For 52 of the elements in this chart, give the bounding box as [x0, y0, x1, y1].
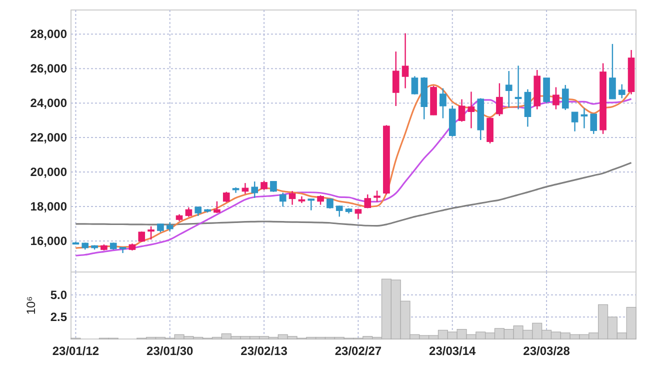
- candlestick: [288, 190, 296, 206]
- y-tick-label: 22,000: [30, 130, 68, 145]
- candlestick: [571, 111, 578, 132]
- candlestick: [392, 50, 400, 107]
- candlestick: [374, 190, 380, 202]
- candlestick: [468, 91, 475, 129]
- candlestick: [251, 180, 258, 198]
- candlestick: [260, 180, 268, 191]
- candlestick: [185, 206, 192, 218]
- candlestick: [505, 70, 512, 108]
- candlestick: [514, 65, 522, 110]
- candlestick: [486, 116, 494, 144]
- candlestick: [326, 198, 334, 210]
- candlestick: [618, 84, 626, 99]
- x-tick-label: 23/02/13: [240, 344, 288, 358]
- candlestick: [222, 191, 230, 203]
- candlestick: [270, 180, 277, 192]
- candlestick: [148, 226, 154, 240]
- candlestick: [590, 113, 598, 135]
- y-tick-label: 18,000: [30, 200, 68, 214]
- candlestick: [609, 43, 616, 100]
- candlestick: [242, 182, 249, 195]
- candlestick: [543, 77, 550, 104]
- candlestick: [411, 76, 418, 96]
- x-tick-label: 23/03/14: [429, 344, 476, 358]
- y-tick-label: 20,000: [30, 165, 68, 180]
- y-tick-label: 5.0: [50, 288, 68, 302]
- candlestick: [552, 86, 560, 110]
- candlestick: [440, 88, 446, 119]
- candlestick: [458, 98, 466, 122]
- x-tick-label: 23/03/28: [523, 344, 570, 358]
- candlestick: [580, 108, 588, 129]
- y-tick-label: 2.5: [50, 310, 68, 324]
- y-axis-title: 10⁶: [24, 296, 38, 315]
- candlestick: [364, 194, 372, 209]
- x-tick-label: 23/02/27: [334, 344, 382, 358]
- candlestick: [354, 208, 362, 220]
- y-tick-label: 28,000: [30, 27, 68, 42]
- y-tick-label: 16,000: [30, 234, 68, 248]
- x-tick-label: 23/01/30: [146, 344, 194, 358]
- candlestick: [279, 192, 286, 208]
- y-tick-label: 24,000: [30, 96, 68, 110]
- candlestick: [308, 198, 315, 211]
- x-tick-label: 23/01/12: [52, 344, 100, 358]
- candlestick: [214, 200, 220, 214]
- candlestick: [496, 82, 503, 117]
- candlestick: [562, 84, 569, 111]
- y-tick-label: 26,000: [30, 62, 68, 76]
- candlestick: [194, 206, 202, 217]
- candlestick: [317, 194, 324, 206]
- candlestick: [402, 32, 409, 89]
- candlestick: [336, 205, 343, 218]
